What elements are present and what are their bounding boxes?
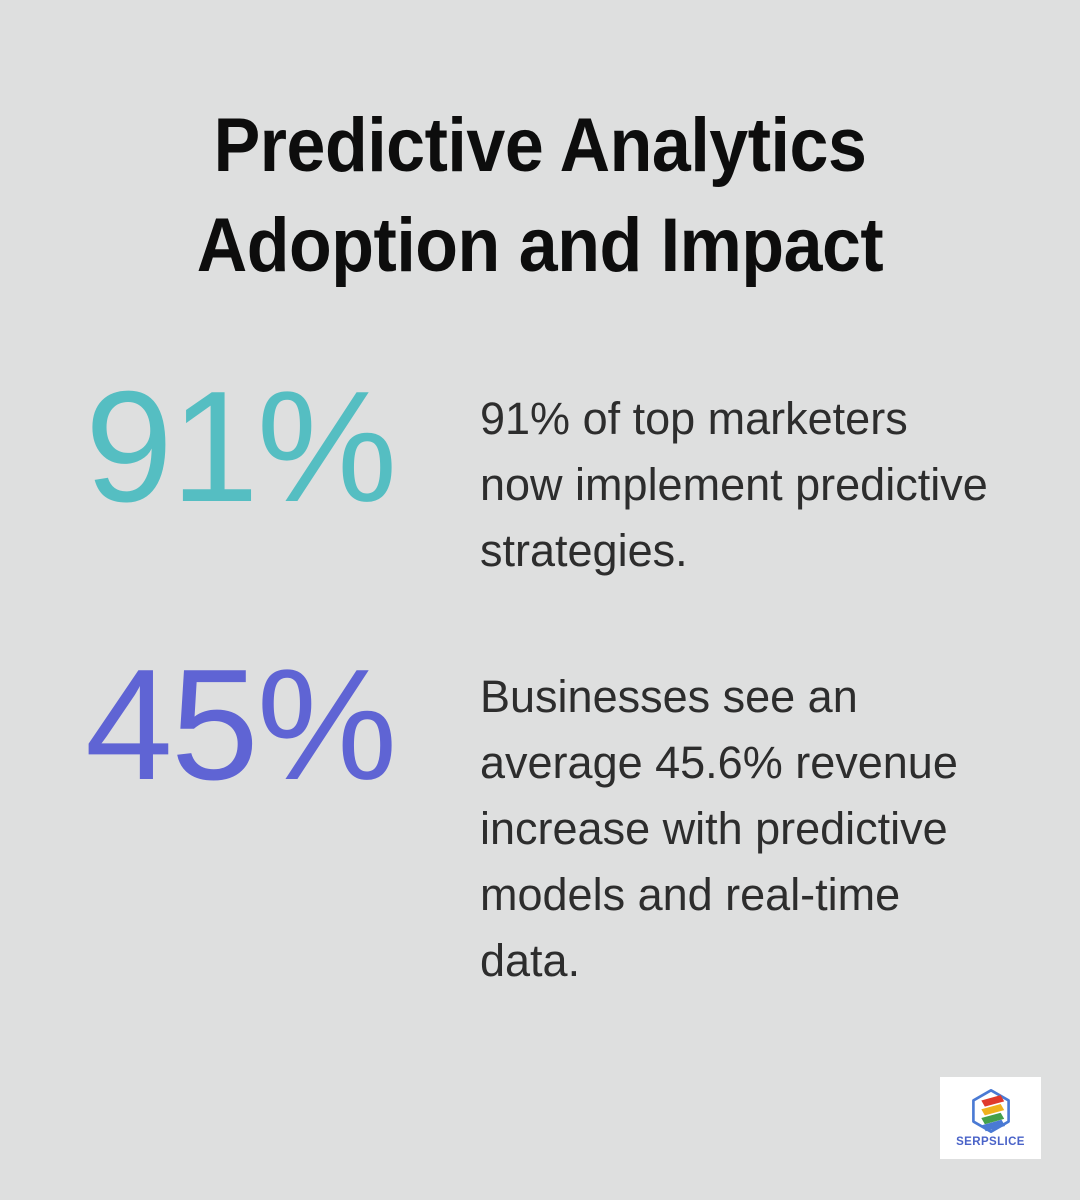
stat-description-2: Businesses see an average 45.6% revenue … [480, 671, 958, 986]
serpslice-hexagon-icon [969, 1088, 1013, 1134]
page-title-line-2: Adoption and Impact [196, 203, 884, 288]
stat-row: 45% Businesses see an average 45.6% reve… [80, 637, 992, 994]
stat-figure-1: 91% [85, 359, 397, 535]
page-title-line-1: Predictive Analytics [213, 103, 867, 188]
stat-description-1: 91% of top marketers now implement predi… [480, 393, 988, 576]
page-title: Predictive Analytics Adoption and Impact [0, 96, 1080, 296]
brand-logo-card: SERPSLICE [940, 1077, 1041, 1159]
serpslice-wordmark: SERPSLICE [956, 1136, 1025, 1148]
stat-row: 91% 91% of top marketers now implement p… [80, 359, 992, 584]
stat-figure-2: 45% [85, 637, 397, 813]
